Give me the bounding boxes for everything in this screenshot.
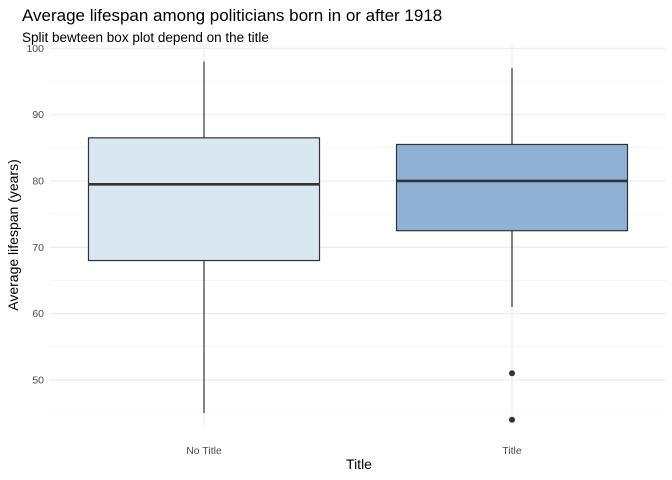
y-tick-label: 100 bbox=[26, 43, 44, 55]
x-tick-label: Title bbox=[502, 445, 522, 457]
box-no-title bbox=[87, 61, 321, 414]
x-axis-title: Title bbox=[346, 456, 372, 472]
chart-subtitle: Split bewteen box plot depend on the tit… bbox=[22, 30, 269, 45]
y-tick-label: 90 bbox=[32, 109, 44, 121]
box-plot-series bbox=[87, 61, 629, 423]
chart-title: Average lifespan among politicians born … bbox=[22, 6, 443, 25]
y-tick-label: 50 bbox=[32, 374, 44, 386]
x-tick-label: No Title bbox=[186, 445, 222, 457]
outlier-point bbox=[509, 416, 515, 423]
interquartile-box bbox=[395, 143, 629, 232]
y-axis-title: Average lifespan (years) bbox=[5, 159, 21, 310]
interquartile-box bbox=[87, 137, 321, 262]
outlier-point bbox=[509, 370, 515, 377]
y-axis-ticks: 50 60 70 80 90 100 bbox=[26, 43, 44, 387]
y-tick-label: 80 bbox=[32, 175, 44, 187]
box-title bbox=[395, 68, 629, 423]
y-tick-label: 70 bbox=[32, 242, 44, 254]
y-tick-label: 60 bbox=[32, 308, 44, 320]
x-axis-ticks: No Title Title bbox=[186, 445, 522, 457]
